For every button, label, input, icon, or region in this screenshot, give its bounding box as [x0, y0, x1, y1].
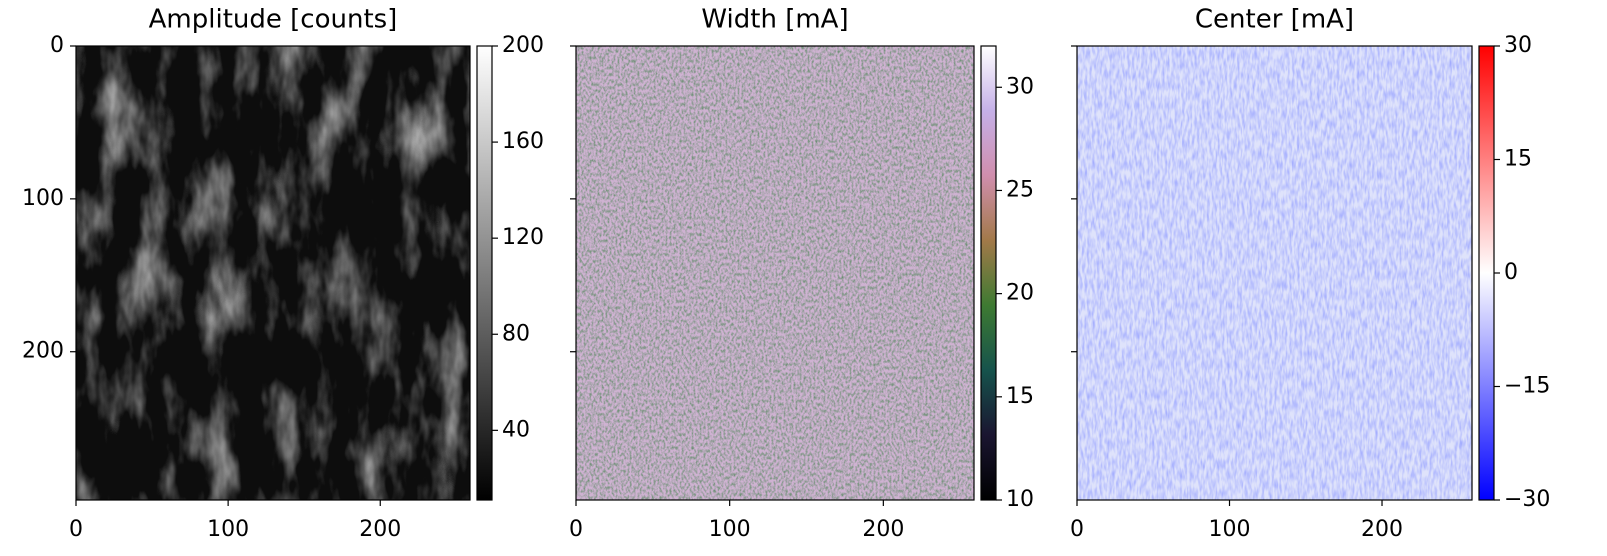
colorbar-tick-label: 10: [1006, 487, 1034, 512]
x-tick-label: 0: [1070, 517, 1084, 542]
y-tick-label: 0: [50, 33, 64, 58]
x-tick-label: 200: [862, 517, 904, 542]
colorbar-tick-label: 160: [502, 129, 544, 154]
colorbar-tick-label: 20: [1006, 281, 1034, 306]
colorbar: [476, 45, 493, 501]
x-tick-label: 100: [709, 517, 751, 542]
x-tick-label: 0: [69, 517, 83, 542]
colorbar-tick-label: 15: [1006, 384, 1034, 409]
image-texture: [1077, 46, 1472, 500]
y-tick-label: 100: [22, 186, 64, 211]
colorbar-tick-label: −15: [1504, 374, 1550, 399]
x-tick-label: 100: [1209, 517, 1251, 542]
x-tick-label: 0: [569, 517, 583, 542]
colorbar-tick-label: 0: [1504, 260, 1518, 285]
x-tick-label: 100: [207, 517, 249, 542]
colorbar-tick-label: 30: [1504, 33, 1532, 58]
image-texture: [76, 46, 470, 500]
colorbar-tick-label: 40: [502, 417, 530, 442]
colorbar: [1478, 45, 1495, 501]
colorbar: [980, 45, 997, 501]
axes-frame: [75, 45, 471, 501]
title: Width [mA]: [701, 5, 848, 35]
colorbar-tick-label: 120: [502, 225, 544, 250]
colorbar-tick-label: 15: [1504, 147, 1532, 172]
y-tick-label: 200: [22, 339, 64, 364]
colorbar-tick-label: 25: [1006, 177, 1034, 202]
colorbar-tick-label: −30: [1504, 487, 1550, 512]
colorbar-tick-label: 30: [1006, 74, 1034, 99]
colorbar-tick-label: 80: [502, 321, 530, 346]
axes-frame: [575, 45, 975, 501]
colorbar-tick-label: 200: [502, 33, 544, 58]
x-tick-label: 200: [1361, 517, 1403, 542]
title: Center [mA]: [1195, 5, 1354, 35]
axes-frame: [1076, 45, 1473, 501]
title: Amplitude [counts]: [149, 5, 398, 35]
x-tick-label: 200: [359, 517, 401, 542]
image-texture: [576, 46, 974, 500]
